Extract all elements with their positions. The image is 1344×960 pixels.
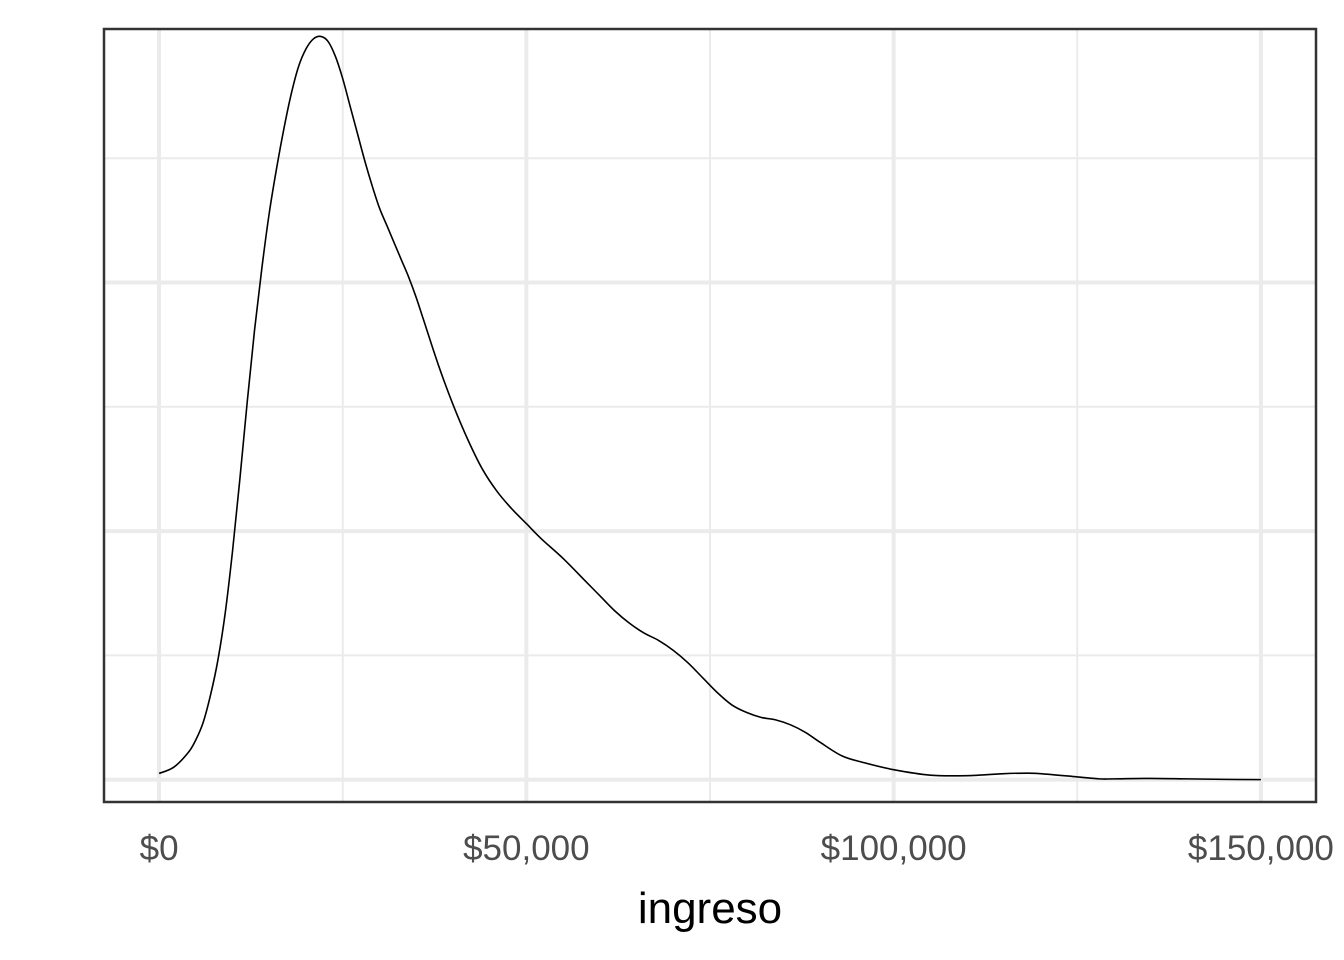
panel-border — [102, 27, 1318, 804]
x-tick-label: $50,000 — [463, 829, 590, 868]
x-tick-label: $100,000 — [821, 829, 967, 868]
density-curve — [158, 35, 1261, 781]
x-axis-title: ingreso — [638, 884, 782, 933]
x-axis-tick-labels: $0 $50,000 $100,000 $150,000 — [140, 829, 1334, 868]
plot-panel — [102, 27, 1318, 804]
x-tick-label: $150,000 — [1188, 829, 1334, 868]
x-tick-label: $0 — [140, 829, 179, 868]
